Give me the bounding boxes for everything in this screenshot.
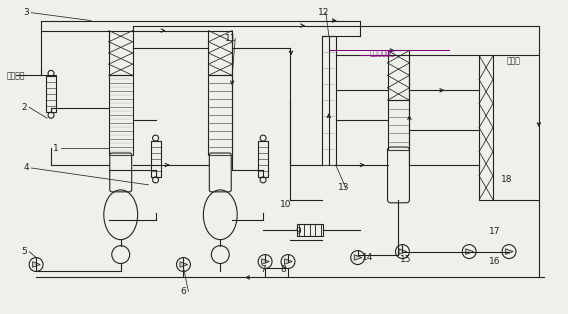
Bar — [46, 76, 56, 112]
Bar — [151, 141, 161, 177]
Polygon shape — [354, 255, 362, 260]
Text: 9: 9 — [295, 227, 300, 236]
Text: 18: 18 — [501, 176, 512, 184]
Text: 3: 3 — [23, 8, 29, 17]
Bar — [258, 141, 268, 177]
Text: 2: 2 — [21, 103, 27, 112]
Polygon shape — [506, 249, 513, 254]
Polygon shape — [180, 262, 187, 267]
Bar — [322, 35, 336, 165]
Polygon shape — [262, 259, 269, 264]
Text: 8: 8 — [280, 265, 286, 274]
Bar — [109, 75, 133, 155]
Text: 14: 14 — [362, 253, 373, 262]
Bar — [479, 56, 493, 200]
Text: 5: 5 — [21, 247, 27, 256]
Bar — [208, 75, 232, 155]
Bar — [208, 30, 232, 75]
Text: 16: 16 — [489, 257, 500, 266]
Text: 7: 7 — [260, 265, 266, 274]
Bar — [109, 30, 133, 75]
Text: 废水进入: 废水进入 — [6, 71, 25, 80]
Text: 出水罐: 出水罐 — [507, 56, 521, 65]
Text: 4: 4 — [23, 164, 29, 172]
Text: 15: 15 — [399, 255, 411, 264]
Text: 12: 12 — [318, 8, 329, 17]
Text: 过热气体排放: 过热气体排放 — [370, 49, 395, 56]
Bar — [297, 224, 323, 236]
Polygon shape — [285, 259, 292, 264]
Text: 13: 13 — [338, 183, 349, 192]
Text: 1: 1 — [53, 143, 59, 153]
Bar — [387, 100, 410, 150]
Bar — [387, 51, 410, 100]
Text: 11: 11 — [225, 34, 237, 43]
Polygon shape — [399, 249, 407, 254]
Polygon shape — [466, 249, 473, 254]
Text: 17: 17 — [489, 227, 500, 236]
Text: 6: 6 — [181, 287, 186, 296]
Polygon shape — [32, 262, 40, 267]
Text: 10: 10 — [280, 200, 291, 209]
